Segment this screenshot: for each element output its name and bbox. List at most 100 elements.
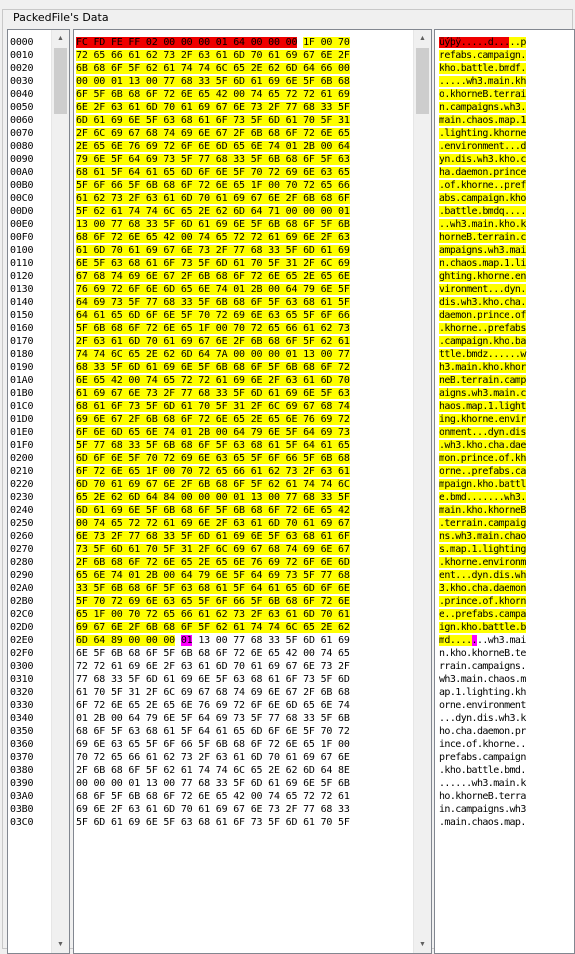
- ascii-char[interactable]: r: [504, 89, 510, 100]
- hex-byte[interactable]: 61: [145, 804, 164, 815]
- ascii-char[interactable]: h: [449, 440, 456, 451]
- hex-byte[interactable]: 6F: [180, 622, 199, 633]
- hex-byte[interactable]: 69: [128, 661, 146, 672]
- ascii-char[interactable]: s: [471, 752, 478, 763]
- hex-byte[interactable]: 5F: [268, 817, 286, 828]
- ascii-char[interactable]: i: [520, 89, 526, 100]
- ascii-char[interactable]: h: [455, 89, 461, 100]
- ascii-char[interactable]: d: [476, 726, 483, 737]
- ascii-char[interactable]: n: [482, 570, 488, 581]
- hex-byte[interactable]: 74: [285, 544, 304, 555]
- ascii-char[interactable]: t: [482, 765, 488, 776]
- ascii-row[interactable]: md.......wh3.mai: [439, 634, 526, 647]
- ascii-char[interactable]: i: [498, 76, 505, 87]
- ascii-char[interactable]: r: [439, 50, 445, 61]
- hex-byte[interactable]: 61: [320, 89, 339, 100]
- hex-byte[interactable]: 5F: [110, 726, 129, 737]
- hex-byte[interactable]: 67: [338, 544, 350, 555]
- ascii-char[interactable]: .: [493, 401, 499, 412]
- hex-byte[interactable]: 6E: [338, 583, 350, 594]
- ascii-char[interactable]: k: [514, 687, 521, 698]
- ascii-char[interactable]: .: [493, 492, 499, 503]
- hex-byte[interactable]: 63: [110, 739, 129, 750]
- ascii-char[interactable]: .: [439, 778, 445, 789]
- ascii-char[interactable]: b: [482, 622, 488, 633]
- ascii-char[interactable]: .: [514, 37, 521, 48]
- ascii-char[interactable]: m: [509, 765, 515, 776]
- ascii-char[interactable]: w: [487, 245, 494, 256]
- hex-byte[interactable]: 63: [128, 726, 146, 737]
- hex-byte[interactable]: 5F: [145, 505, 164, 516]
- ascii-char[interactable]: h: [498, 544, 505, 555]
- ascii-char[interactable]: g: [509, 50, 516, 61]
- hex-byte[interactable]: 01: [110, 76, 129, 87]
- hex-byte[interactable]: 63: [233, 674, 251, 685]
- ascii-char[interactable]: n: [514, 128, 521, 139]
- ascii-row[interactable]: in.campaigns.wh3: [439, 803, 526, 816]
- hex-byte[interactable]: 61: [215, 375, 234, 386]
- hex-byte[interactable]: 67: [285, 661, 304, 672]
- ascii-row[interactable]: wh3.main.chaos.m: [439, 673, 526, 686]
- hex-byte[interactable]: 61: [110, 479, 129, 490]
- ascii-char[interactable]: p: [460, 336, 467, 347]
- hex-byte[interactable]: 67: [338, 518, 350, 529]
- hex-byte[interactable]: 62: [145, 63, 164, 74]
- ascii-row[interactable]: ign.kho.battle.b: [439, 621, 526, 634]
- hex-byte[interactable]: 6E: [285, 726, 304, 737]
- ascii-char[interactable]: r: [498, 739, 505, 750]
- hex-byte[interactable]: 61: [303, 375, 321, 386]
- ascii-char[interactable]: c: [460, 193, 467, 204]
- hex-byte[interactable]: 68: [110, 557, 129, 568]
- hex-byte[interactable]: 68: [285, 219, 304, 230]
- hex-byte[interactable]: 65: [338, 648, 350, 659]
- ascii-char[interactable]: g: [509, 401, 516, 412]
- ascii-char[interactable]: f: [487, 466, 494, 477]
- ascii-char[interactable]: k: [444, 557, 450, 568]
- hex-row[interactable]: 69 6E 67 2F 6B 68 6F 72 6E 65 2E 65 6E 7…: [76, 413, 350, 426]
- hex-byte[interactable]: 6E: [285, 739, 304, 750]
- ascii-char[interactable]: p: [476, 401, 483, 412]
- hex-byte[interactable]: 68: [128, 583, 146, 594]
- ascii-char[interactable]: h: [487, 297, 494, 308]
- ascii-char[interactable]: o: [493, 297, 499, 308]
- ascii-char[interactable]: .: [514, 778, 521, 789]
- ascii-char[interactable]: n: [509, 778, 515, 789]
- ascii-char[interactable]: d: [493, 570, 499, 581]
- scroll-up-icon[interactable]: ▲: [419, 35, 426, 42]
- ascii-char[interactable]: c: [449, 102, 456, 113]
- ascii-char[interactable]: o: [498, 453, 505, 464]
- hex-byte[interactable]: 77: [338, 349, 350, 360]
- ascii-char[interactable]: m: [449, 427, 456, 438]
- hex-byte[interactable]: 61: [268, 440, 286, 451]
- hex-byte[interactable]: 2F: [215, 518, 234, 529]
- hex-byte[interactable]: 68: [303, 362, 321, 373]
- hex-byte[interactable]: 61: [93, 310, 111, 321]
- hex-byte[interactable]: 5F: [250, 154, 269, 165]
- hex-byte[interactable]: 6E: [268, 271, 286, 282]
- ascii-char[interactable]: o: [493, 739, 499, 750]
- hex-row[interactable]: 72 65 66 61 62 73 2F 63 61 6D 70 61 69 6…: [76, 49, 350, 62]
- ascii-char[interactable]: e: [487, 414, 494, 425]
- ascii-char[interactable]: .: [504, 440, 510, 451]
- ascii-char[interactable]: h: [476, 388, 483, 399]
- ascii-char[interactable]: .: [487, 89, 494, 100]
- hex-byte[interactable]: 5F: [198, 297, 216, 308]
- ascii-char[interactable]: n: [476, 128, 483, 139]
- ascii-char[interactable]: h: [439, 726, 445, 737]
- ascii-char[interactable]: e: [487, 453, 494, 464]
- hex-byte[interactable]: 69: [285, 167, 304, 178]
- ascii-char[interactable]: n: [504, 76, 510, 87]
- ascii-char[interactable]: h: [471, 440, 478, 451]
- hex-byte[interactable]: 65: [233, 63, 251, 74]
- hex-byte[interactable]: 68: [233, 739, 251, 750]
- ascii-char[interactable]: e: [509, 622, 516, 633]
- ascii-row[interactable]: üýþÿ.....d.....p: [439, 36, 526, 49]
- ascii-char[interactable]: .: [439, 713, 445, 724]
- hex-byte[interactable]: 6C: [215, 63, 234, 74]
- hex-byte[interactable]: 61: [198, 661, 216, 672]
- ascii-char[interactable]: .: [514, 622, 521, 633]
- scroll-down-icon[interactable]: ▼: [57, 941, 64, 948]
- ascii-char[interactable]: o: [439, 427, 445, 438]
- ascii-char[interactable]: 1: [520, 115, 526, 126]
- hex-byte[interactable]: 6D: [93, 817, 111, 828]
